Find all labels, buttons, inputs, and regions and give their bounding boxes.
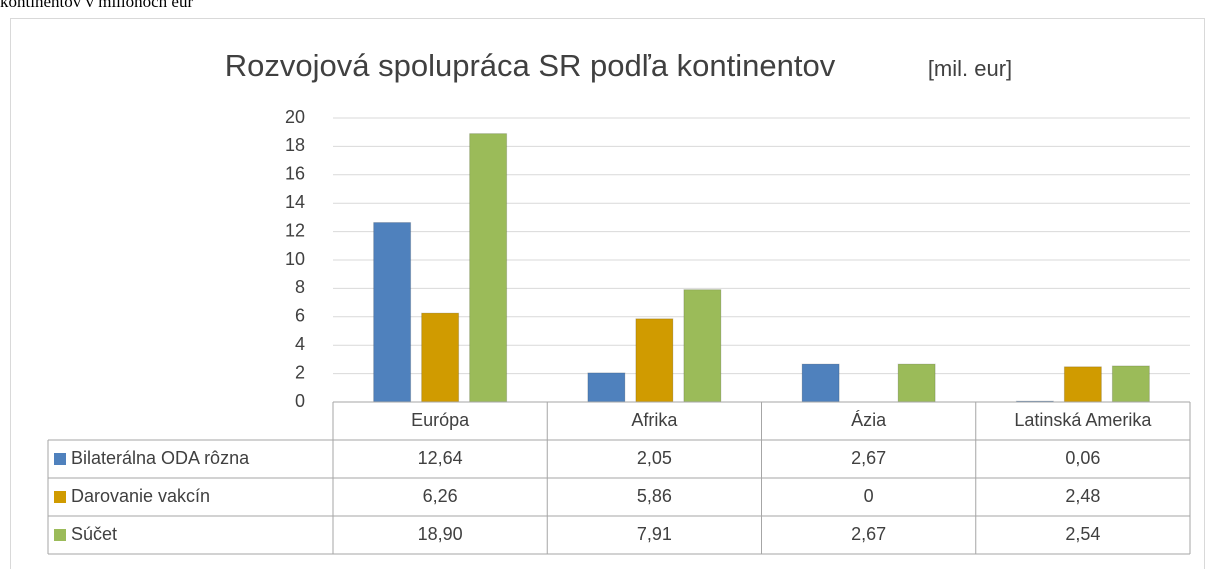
table-value: 0 (864, 486, 874, 506)
y-tick-label: 0 (295, 391, 305, 411)
caption: kontinentov v miliónoch eur (0, 0, 193, 11)
table-value: 12,64 (418, 448, 463, 468)
table-value: 0,06 (1065, 448, 1100, 468)
y-tick-label: 18 (285, 135, 305, 155)
table-value: 2,67 (851, 448, 886, 468)
y-tick-label: 16 (285, 164, 305, 184)
table-value: 2,05 (637, 448, 672, 468)
table-value: 2,67 (851, 524, 886, 544)
x-tick-label: Ázia (851, 410, 887, 430)
y-tick-label: 10 (285, 249, 305, 269)
bar (1111, 365, 1150, 403)
table-value: 2,48 (1065, 486, 1100, 506)
bar (373, 222, 412, 403)
y-tick-label: 6 (295, 306, 305, 326)
bar (683, 289, 722, 403)
x-tick-label: Európa (411, 410, 470, 430)
chart-title: Rozvojová spolupráca SR podľa kontinento… (225, 48, 836, 83)
table-value: 5,86 (637, 486, 672, 506)
bar (421, 312, 460, 403)
legend-swatch (54, 529, 66, 541)
table-value: 6,26 (423, 486, 458, 506)
table-value: 7,91 (637, 524, 672, 544)
legend-swatch (54, 453, 66, 465)
bar (897, 363, 936, 403)
y-tick-label: 4 (295, 334, 305, 354)
table-value: 18,90 (418, 524, 463, 544)
legend-label: Darovanie vakcín (71, 486, 210, 506)
chart-border (10, 18, 1205, 569)
y-tick-label: 8 (295, 277, 305, 297)
y-tick-label: 2 (295, 362, 305, 382)
legend-swatch (54, 491, 66, 503)
x-tick-label: Latinská Amerika (1014, 410, 1152, 430)
y-tick-label: 20 (285, 107, 305, 127)
legend-label: Súčet (71, 524, 117, 544)
bar (635, 318, 674, 403)
y-tick-label: 12 (285, 220, 305, 240)
y-tick-label: 14 (285, 192, 305, 212)
x-tick-label: Afrika (631, 410, 678, 430)
bar (801, 363, 840, 403)
bar (469, 133, 508, 403)
bar (1063, 366, 1102, 403)
bar (587, 372, 626, 403)
table-value: 2,54 (1065, 524, 1100, 544)
chart-subtitle: [mil. eur] (928, 56, 1012, 81)
legend-label: Bilaterálna ODA rôzna (71, 448, 250, 468)
